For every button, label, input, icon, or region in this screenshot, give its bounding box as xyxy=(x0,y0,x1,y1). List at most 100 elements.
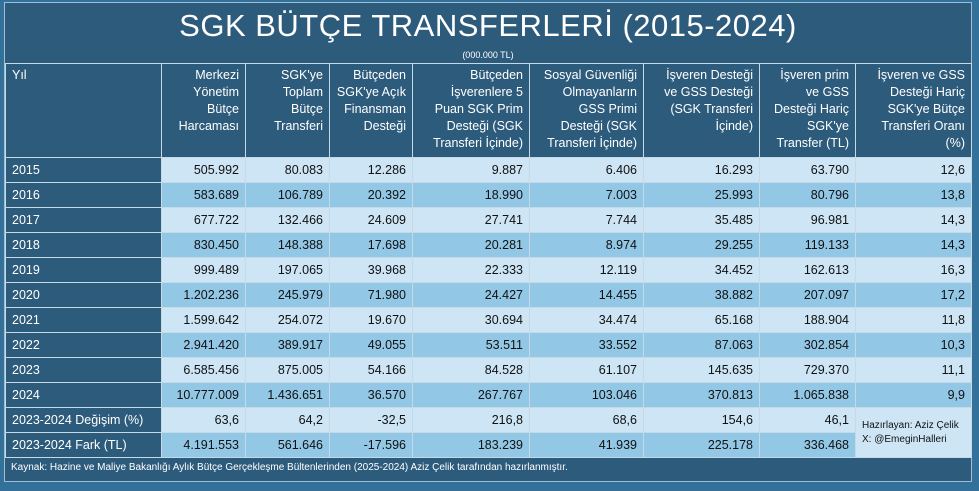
table-cell: 729.370 xyxy=(759,357,856,383)
table-cell: 39.968 xyxy=(329,257,413,283)
table-cell: 30.694 xyxy=(412,307,530,333)
table-cell: 27.741 xyxy=(412,207,530,233)
table-cell: 245.979 xyxy=(245,282,330,308)
row-label: 2023-2024 Değişim (%) xyxy=(5,407,162,433)
table-cell: 14.455 xyxy=(529,282,644,308)
table-row: 2022 2.941.420 389.917 49.055 53.511 33.552 87… xyxy=(5,332,972,358)
table-cell: 1.065.838 xyxy=(759,382,856,408)
table-cell: 13,8 xyxy=(855,182,972,208)
table-cell: 4.191.553 xyxy=(161,432,246,458)
table-cell: 145.635 xyxy=(643,357,760,383)
credit-author: Hazırlayan: Aziz Çelik xyxy=(862,419,959,431)
table-cell: 41.939 xyxy=(529,432,644,458)
page-title: SGK BÜTÇE TRANSFERLERİ (2015-2024) xyxy=(179,8,797,43)
header-row: Yıl Merkezi Yönetim Bütçe Harcaması SGK'ye… xyxy=(5,63,972,158)
table-cell: 80.083 xyxy=(245,157,330,183)
table-cell: 216,8 xyxy=(412,407,530,433)
table-cell: 71.980 xyxy=(329,282,413,308)
unit-label: (000.000 TL) xyxy=(462,50,514,60)
table-cell: 12,6 xyxy=(855,157,972,183)
table-cell: 22.333 xyxy=(412,257,530,283)
table-cell: 875.005 xyxy=(245,357,330,383)
table-cell: 63.790 xyxy=(759,157,856,183)
table-cell: 33.552 xyxy=(529,332,644,358)
table-cell: 34.474 xyxy=(529,307,644,333)
table-cell: 17.698 xyxy=(329,232,413,258)
table-cell: 14,3 xyxy=(855,207,972,233)
table-cell: 336.468 xyxy=(759,432,856,458)
table-cell: 53.511 xyxy=(412,332,530,358)
table-cell: 64,2 xyxy=(245,407,330,433)
row-label: 2021 xyxy=(5,307,162,333)
table-cell: 2.941.420 xyxy=(161,332,246,358)
table-cell: 24.609 xyxy=(329,207,413,233)
table-cell: 18.990 xyxy=(412,182,530,208)
table-cell: 10,3 xyxy=(855,332,972,358)
table-cell: 46,1 xyxy=(759,407,856,433)
row-label: 2015 xyxy=(5,157,162,183)
table-row: 2021 1.599.642 254.072 19.670 30.694 34.474 65… xyxy=(5,307,972,333)
table-cell: 87.063 xyxy=(643,332,760,358)
table-cell: 35.485 xyxy=(643,207,760,233)
table-cell: 154,6 xyxy=(643,407,760,433)
table-cell: 8.974 xyxy=(529,232,644,258)
table-cell: 9,9 xyxy=(855,382,972,408)
table-row: 2015 505.992 80.083 12.286 9.887 6.406 16.293 6… xyxy=(5,157,972,183)
table-cell: 1.202.236 xyxy=(161,282,246,308)
table-cell: 119.133 xyxy=(759,232,856,258)
table-cell: 14,3 xyxy=(855,232,972,258)
row-label: 2019 xyxy=(5,257,162,283)
table-cell: 19.670 xyxy=(329,307,413,333)
table-cell: 267.767 xyxy=(412,382,530,408)
column-header: SGK'ye Toplam Bütçe Transferi xyxy=(245,63,330,158)
table-cell: 25.993 xyxy=(643,182,760,208)
column-header: Bütçeden İşverenlere 5 Puan SGK Prim Des… xyxy=(412,63,530,158)
table-cell: 61.107 xyxy=(529,357,644,383)
column-header: Yıl xyxy=(5,63,162,158)
table-row: 2023 6.585.456 875.005 54.166 84.528 61.107 14… xyxy=(5,357,972,383)
table-cell: 36.570 xyxy=(329,382,413,408)
table-cell: 20.281 xyxy=(412,232,530,258)
table-cell: 103.046 xyxy=(529,382,644,408)
column-header: İşveren Desteği ve GSS Desteği (SGK Tran… xyxy=(643,63,760,158)
table-cell: 677.722 xyxy=(161,207,246,233)
table-cell: 96.981 xyxy=(759,207,856,233)
table-cell: 254.072 xyxy=(245,307,330,333)
table-cell: 389.917 xyxy=(245,332,330,358)
row-label: 2022 xyxy=(5,332,162,358)
table-cell: 370.813 xyxy=(643,382,760,408)
table-cell: 10.777.009 xyxy=(161,382,246,408)
table-cell: 16.293 xyxy=(643,157,760,183)
column-header: İşveren ve GSS Desteği Hariç SGK'ye Bütç… xyxy=(855,63,972,158)
row-label: 2023-2024 Fark (TL) xyxy=(5,432,162,458)
table-row: 2016 583.689 106.789 20.392 18.990 7.003 25.99… xyxy=(5,182,972,208)
table-cell: -32,5 xyxy=(329,407,413,433)
row-label: 2018 xyxy=(5,232,162,258)
table-cell: 1.436.651 xyxy=(245,382,330,408)
table-cell: 6.585.456 xyxy=(161,357,246,383)
table-cell: 302.854 xyxy=(759,332,856,358)
source-note: Kaynak: Hazine ve Maliye Bakanlığı Aylık… xyxy=(11,462,568,473)
table-cell: 1.599.642 xyxy=(161,307,246,333)
table-cell: 162.613 xyxy=(759,257,856,283)
credit-cell: Hazırlayan: Aziz Çelik X: @EmeginHalleri xyxy=(855,407,972,458)
table-row: 2023-2024 Değişim (%) 63,6 64,2 -32,5 216,8 6… xyxy=(5,407,972,458)
column-header: Merkezi Yönetim Bütçe Harcaması xyxy=(161,63,246,158)
table-row: 2024 10.777.009 1.436.651 36.570 267.767 103.… xyxy=(5,382,972,408)
table-cell: 188.904 xyxy=(759,307,856,333)
table-cell: 148.388 xyxy=(245,232,330,258)
table-cell: 34.452 xyxy=(643,257,760,283)
table-cell: 12.286 xyxy=(329,157,413,183)
table-panel: SGK BÜTÇE TRANSFERLERİ (2015-2024) (000.… xyxy=(4,2,972,482)
row-label: 2024 xyxy=(5,382,162,408)
column-header: İşveren prim ve GSS Desteği Hariç SGK'ye… xyxy=(759,63,856,158)
row-label: 2023 xyxy=(5,357,162,383)
table-cell: 106.789 xyxy=(245,182,330,208)
table-cell: 29.255 xyxy=(643,232,760,258)
table-cell: 68,6 xyxy=(529,407,644,433)
table-cell: 54.166 xyxy=(329,357,413,383)
table-cell: 561.646 xyxy=(245,432,330,458)
table-cell: 999.489 xyxy=(161,257,246,283)
table-cell: 63,6 xyxy=(161,407,246,433)
table-cell: -17.596 xyxy=(329,432,413,458)
